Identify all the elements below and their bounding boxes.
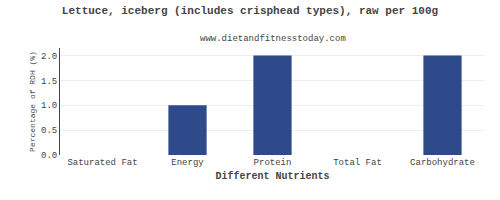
svg-text:Saturated Fat: Saturated Fat: [67, 158, 137, 168]
svg-text:Total Fat: Total Fat: [333, 158, 382, 168]
svg-text:1.0: 1.0: [41, 101, 57, 111]
svg-text:www.dietandfitnesstoday.com: www.dietandfitnesstoday.com: [200, 34, 346, 44]
svg-text:2.0: 2.0: [41, 52, 57, 62]
svg-text:0.0: 0.0: [41, 151, 57, 161]
svg-text:Energy: Energy: [171, 158, 204, 168]
svg-text:Lettuce, iceberg (includes cri: Lettuce, iceberg (includes crisphead typ…: [62, 5, 438, 17]
svg-text:Carbohydrate: Carbohydrate: [410, 158, 475, 168]
svg-text:0.5: 0.5: [41, 126, 57, 136]
svg-text:Different Nutrients: Different Nutrients: [215, 171, 329, 182]
svg-text:Percentage of RDH (%): Percentage of RDH (%): [28, 51, 37, 152]
svg-text:Protein: Protein: [254, 158, 292, 168]
svg-text:1.5: 1.5: [41, 77, 57, 87]
